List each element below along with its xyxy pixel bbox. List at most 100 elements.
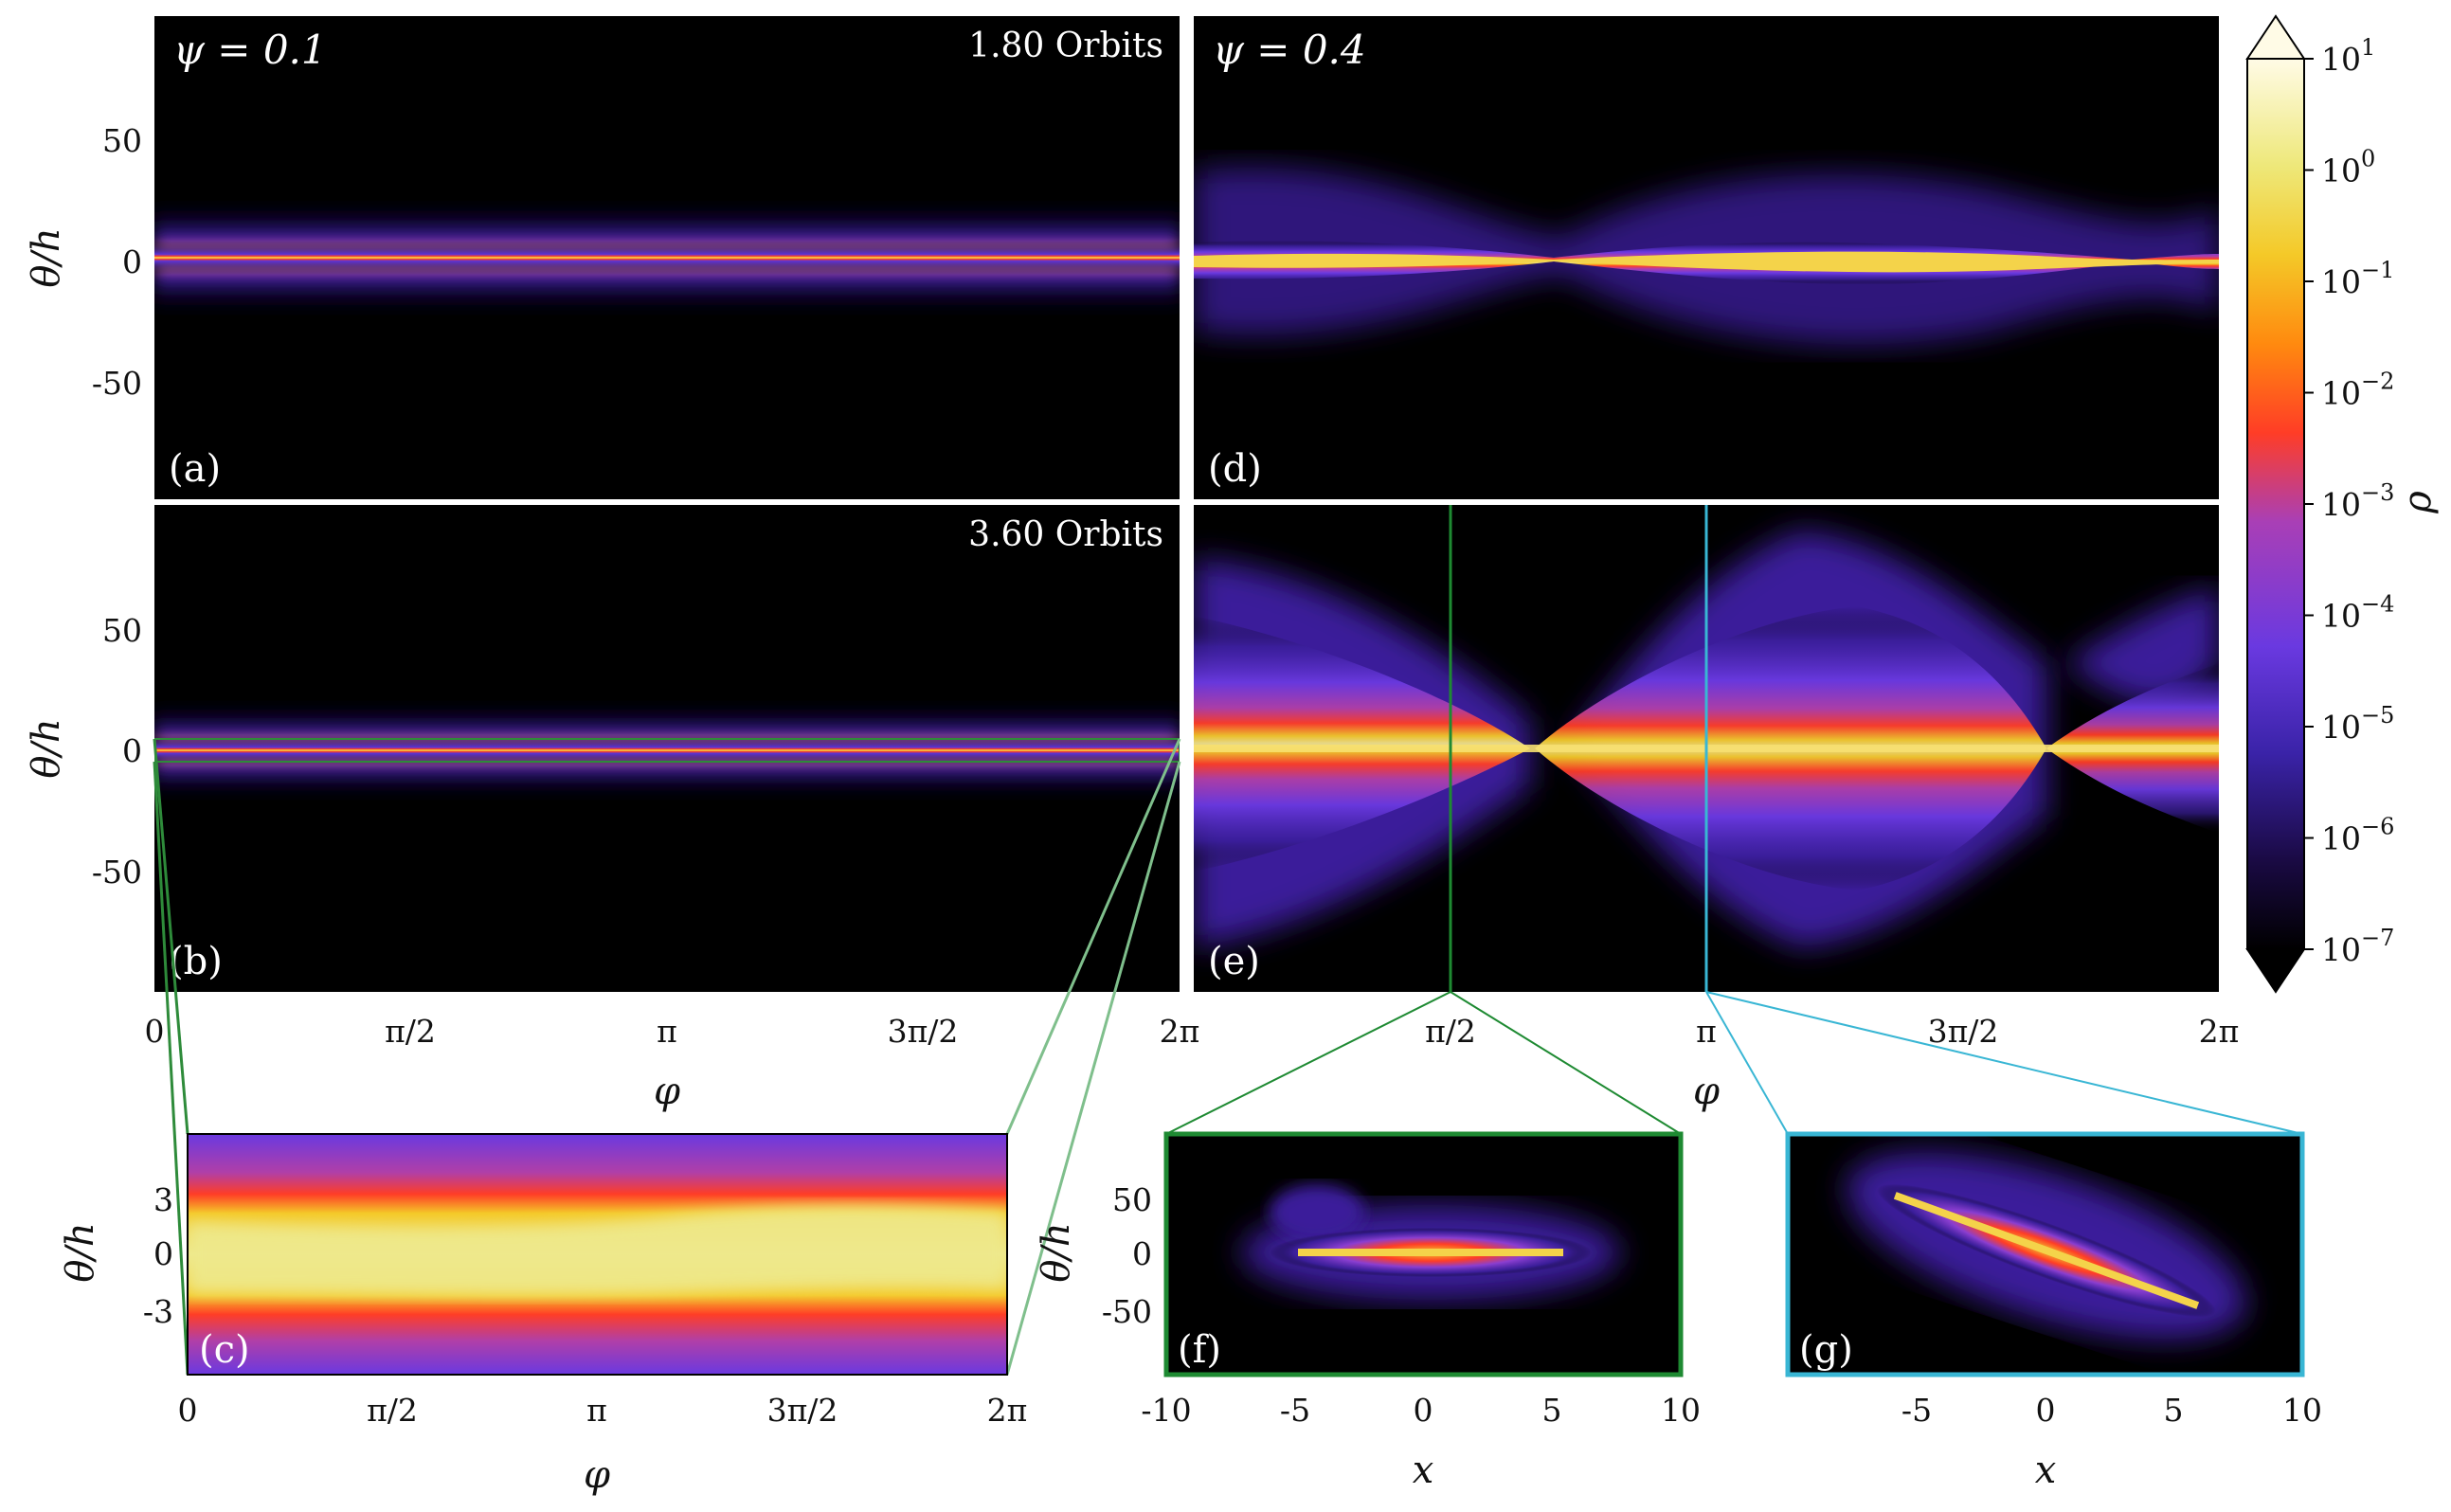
colorbar: 101 100 10−1 10−2 10−3 10−4 10−5 10−6 10−7 ρ bbox=[2245, 14, 2440, 994]
theta-zoom-tick-m3: -3 bbox=[143, 1293, 173, 1330]
theta-axis-label-row2: θ/h bbox=[25, 718, 68, 778]
x-tick-g-1: 0 bbox=[2036, 1392, 2056, 1429]
theta-f-tick-50: 50 bbox=[1112, 1181, 1152, 1218]
panel-e: (e) bbox=[1194, 505, 2219, 992]
panel-label-b: (b) bbox=[169, 940, 223, 983]
phi-ticks-left: 0 π/2 π 3π/2 2π bbox=[145, 1013, 1200, 1050]
colorbar-tick-label: 10−7 bbox=[2321, 925, 2394, 968]
phi-tick-left-4: 2π bbox=[1160, 1013, 1200, 1050]
colorbar-bar bbox=[2246, 58, 2305, 950]
time-label-row2: 3.60 Orbits bbox=[968, 515, 1163, 554]
panel-label-f: (f) bbox=[1178, 1328, 1221, 1372]
x-tick-f-4: 10 bbox=[1661, 1392, 1701, 1429]
panel-label-a: (a) bbox=[169, 447, 221, 491]
connector-g-left bbox=[1705, 991, 1789, 1135]
phi-tick-c-2: π bbox=[586, 1392, 607, 1429]
phi-tick-c-3: 3π/2 bbox=[767, 1392, 838, 1429]
connector-c-left-top bbox=[153, 738, 189, 1135]
theta-f-tick-m50: -50 bbox=[1102, 1293, 1152, 1330]
x-tick-f-3: 5 bbox=[1542, 1392, 1562, 1429]
phi-tick-left-3: 3π/2 bbox=[888, 1013, 959, 1050]
phi-tick-c-0: 0 bbox=[178, 1392, 198, 1429]
theta-tick-a-0: 0 bbox=[122, 243, 142, 280]
phi-ticks-right: π/2 π 3π/2 2π bbox=[1425, 1013, 2239, 1050]
zoom-connectors bbox=[153, 738, 2303, 1376]
colorbar-tick-label: 10−3 bbox=[2321, 479, 2394, 523]
theta-tick-b-50: 50 bbox=[102, 612, 142, 649]
x-tick-f-0: -10 bbox=[1141, 1392, 1191, 1429]
panel-b-zoom-box bbox=[154, 738, 1180, 763]
colorbar-tick-label: 10−4 bbox=[2321, 591, 2394, 635]
panel-f-frame bbox=[1163, 1131, 1684, 1377]
colorbar-tick-label: 10−1 bbox=[2321, 257, 2394, 300]
colorbar-extend-top bbox=[2245, 14, 2306, 60]
phi-tick-right-2: π bbox=[1696, 1013, 1717, 1050]
panel-label-c: (c) bbox=[199, 1328, 250, 1372]
phi-tick-right-3: 3π/2 bbox=[1928, 1013, 1999, 1050]
panel-c-frame bbox=[187, 1133, 1008, 1376]
panel-f-core bbox=[1298, 1249, 1563, 1256]
phi-axis-label-right: φ bbox=[1693, 1070, 1720, 1113]
panel-e-lobe-1 bbox=[1194, 616, 1530, 872]
panel-label-d: (d) bbox=[1208, 447, 1262, 491]
panel-b-disk bbox=[154, 735, 1180, 765]
connector-c-right-bottom bbox=[1005, 761, 1181, 1376]
theta-axis-label-f: θ/h bbox=[1035, 1222, 1078, 1282]
theta-tick-a-50: 50 bbox=[102, 122, 142, 159]
colorbar-extend-bottom bbox=[2245, 948, 2306, 994]
connector-c-right-top bbox=[1005, 738, 1181, 1135]
panel-g-core bbox=[1893, 1192, 2200, 1309]
colorbar-tick-label: 10−5 bbox=[2321, 702, 2394, 746]
phi-tick-left-0: 0 bbox=[145, 1013, 165, 1050]
panel-c-core bbox=[188, 1206, 1007, 1296]
phi-tick-left-2: π bbox=[657, 1013, 677, 1050]
panel-a: ψ = 0.1 1.80 Orbits (a) bbox=[154, 16, 1180, 499]
colorbar-label: ρ bbox=[2396, 491, 2440, 514]
main-axes: 50 0 -50 50 0 -50 θ/h θ/h 0 π/2 π 3π/2 2… bbox=[25, 122, 2239, 1113]
psi-right-label: ψ = 0.4 bbox=[1213, 27, 1366, 73]
phi-axis-label-c: φ bbox=[584, 1453, 610, 1497]
connector-f-right bbox=[1450, 991, 1682, 1135]
panel-d-core bbox=[1194, 251, 2219, 273]
theta-tick-b-0: 0 bbox=[122, 732, 142, 769]
colorbar-tick-label: 101 bbox=[2321, 34, 2375, 78]
phi-tick-right-1: π/2 bbox=[1425, 1013, 1476, 1050]
x-tick-g-3: 10 bbox=[2282, 1392, 2322, 1429]
panel-f: (f) 50 0 -50 θ/h -10 -5 0 5 10 x bbox=[1035, 1131, 1701, 1492]
psi-left-label: ψ = 0.1 bbox=[173, 27, 327, 73]
panel-b: 3.60 Orbits (b) bbox=[154, 505, 1180, 992]
panel-d: ψ = 0.4 (d) bbox=[1194, 16, 2219, 499]
panel-g: (g) -5 0 5 10 x bbox=[1785, 1131, 2322, 1492]
panel-e-wedge-3 bbox=[2065, 587, 2219, 703]
colorbar-tick-label: 10−2 bbox=[2321, 369, 2394, 412]
phi-tick-left-1: π/2 bbox=[385, 1013, 436, 1050]
connector-c-left-bottom bbox=[153, 761, 189, 1376]
panel-a-disk bbox=[154, 241, 1180, 275]
theta-tick-b-m50: -50 bbox=[92, 854, 142, 891]
phi-tick-right-4: 2π bbox=[2199, 1013, 2240, 1050]
x-axis-label-f: x bbox=[1413, 1449, 1434, 1492]
theta-axis-label-row1: θ/h bbox=[25, 227, 68, 287]
x-tick-f-2: 0 bbox=[1414, 1392, 1433, 1429]
phi-tick-c-1: π/2 bbox=[367, 1392, 418, 1429]
colorbar-tick-label: 100 bbox=[2321, 146, 2375, 189]
theta-axis-label-c: θ/h bbox=[59, 1222, 102, 1282]
phi-axis-label-left: φ bbox=[654, 1070, 680, 1113]
connector-f-left bbox=[1165, 991, 1451, 1135]
time-label-row1: 1.80 Orbits bbox=[968, 27, 1163, 65]
theta-zoom-tick-0: 0 bbox=[153, 1235, 173, 1272]
panel-label-g: (g) bbox=[1799, 1328, 1853, 1372]
x-tick-g-2: 5 bbox=[2164, 1392, 2184, 1429]
panel-label-e: (e) bbox=[1208, 940, 1260, 983]
panel-c: (c) 3 0 -3 θ/h 0 π/2 π 3π/2 2π φ bbox=[59, 1133, 1028, 1497]
panel-f-tail bbox=[1270, 1184, 1364, 1241]
panel-g-frame bbox=[1785, 1131, 2305, 1377]
colorbar-tick-label: 10−6 bbox=[2321, 814, 2394, 857]
theta-zoom-tick-3: 3 bbox=[153, 1181, 173, 1218]
theta-tick-a-m50: -50 bbox=[92, 365, 142, 402]
x-axis-label-g: x bbox=[2035, 1449, 2057, 1492]
phi-tick-c-4: 2π bbox=[987, 1392, 1028, 1429]
theta-f-tick-0: 0 bbox=[1132, 1235, 1152, 1272]
colorbar-ticks: 101 100 10−1 10−2 10−3 10−4 10−5 10−6 10−7 bbox=[2304, 34, 2394, 968]
